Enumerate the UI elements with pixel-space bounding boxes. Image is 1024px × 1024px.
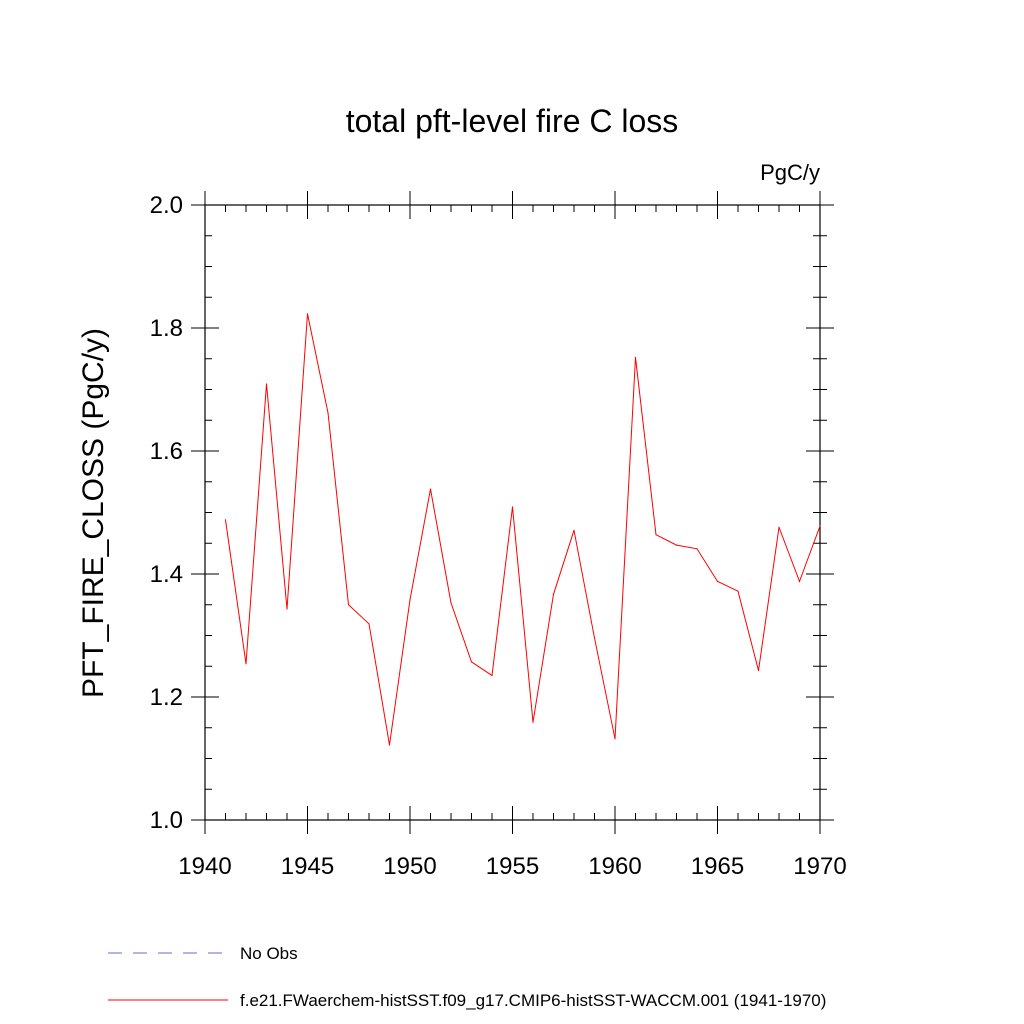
data-point (716, 580, 719, 582)
units-label: PgC/y (760, 160, 820, 185)
data-point (265, 383, 268, 385)
data-point (593, 637, 596, 639)
data-point (491, 674, 493, 677)
x-tick-label: 1960 (588, 853, 641, 880)
y-tick-label: 1.2 (150, 684, 183, 711)
data-point (409, 599, 411, 601)
data-point (614, 738, 616, 740)
data-point (675, 544, 678, 546)
x-tick-label: 1945 (281, 853, 334, 880)
data-point (347, 604, 350, 606)
data-point (286, 608, 288, 610)
data-point (798, 580, 801, 582)
data-point (696, 548, 698, 550)
data-point (368, 623, 370, 625)
data-point (634, 356, 637, 359)
data-point (450, 602, 452, 604)
data-point (306, 313, 309, 315)
legend: No Obs f.e21.FWaerchem-histSST.f09_g17.C… (108, 944, 826, 1010)
data-point (737, 590, 739, 592)
x-tick-label: 1940 (178, 853, 231, 880)
axis-ticks: 1.0 1.2 1.4 1.6 1.8 2.0 1940 1945 1950 1955 1960 19… (150, 191, 847, 880)
y-tick-label: 1.0 (150, 807, 183, 834)
x-tick-label: 1955 (486, 853, 539, 880)
y-tick-label: 1.8 (150, 315, 183, 342)
legend-label-series: f.e21.FWaerchem-histSST.f09_g17.CMIP6-hi… (240, 991, 826, 1010)
chart-title: total pft-level fire C loss (346, 103, 679, 139)
x-tick-label: 1970 (793, 853, 846, 880)
x-tick-label: 1950 (383, 853, 436, 880)
data-point (532, 721, 534, 723)
data-point (552, 593, 555, 595)
x-tick-label: 1965 (691, 853, 744, 880)
data-point (224, 519, 227, 521)
data-point (470, 661, 473, 663)
series-line (225, 313, 821, 746)
data-point (429, 488, 432, 490)
data-point (245, 663, 247, 665)
data-point (778, 526, 780, 528)
plot-frame (204, 204, 821, 821)
data-point (511, 506, 514, 508)
y-tick-label: 2.0 (150, 192, 183, 219)
data-point (573, 529, 575, 531)
data-point (819, 525, 821, 527)
data-point (655, 534, 657, 536)
data-point (327, 412, 329, 414)
y-tick-label: 1.6 (150, 438, 183, 465)
series-layer (224, 313, 821, 746)
data-point (388, 744, 391, 746)
y-tick-label: 1.4 (150, 561, 183, 588)
data-point (757, 669, 760, 672)
legend-label-no-obs: No Obs (240, 944, 298, 963)
y-axis-label: PFT_FIRE_CLOSS (PgC/y) (77, 328, 110, 698)
